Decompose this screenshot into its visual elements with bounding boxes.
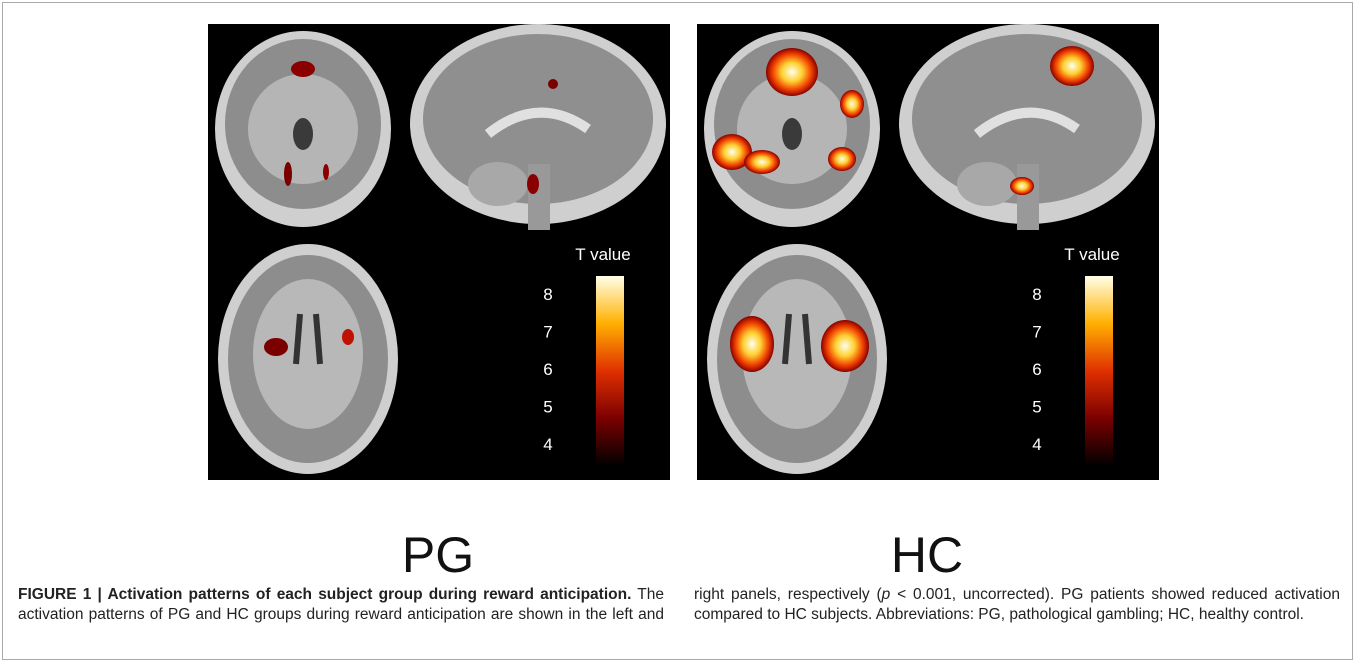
colorbar-tick-label: 6	[1032, 360, 1041, 379]
colorbar-tick-label: 4	[1032, 435, 1041, 454]
panel-label: HC	[891, 527, 963, 580]
colorbar	[596, 276, 624, 466]
colorbar-tick-label: 4	[543, 435, 552, 454]
panel-label: PG	[402, 527, 474, 580]
activation	[291, 61, 315, 77]
brainstem	[528, 164, 550, 230]
page: T value 8 7 6 5 4 PG T value 8 7 6 5 4 HC FIGURE 1 | …	[0, 0, 1355, 662]
figure-caption: FIGURE 1 | Activation patterns of each s…	[18, 585, 1340, 625]
caption-italic: p	[882, 586, 891, 603]
ventricle	[293, 118, 313, 150]
figure: T value 8 7 6 5 4 PG T value 8 7 6 5 4 HC	[0, 0, 1355, 580]
colorbar-tick-label: 7	[543, 323, 552, 342]
activation	[1010, 177, 1034, 195]
colorbar-title: T value	[575, 245, 630, 264]
ventricle	[782, 118, 802, 150]
colorbar-tick-label: 7	[1032, 323, 1041, 342]
cerebellum	[957, 162, 1017, 206]
colorbar-tick-label: 6	[543, 360, 552, 379]
activation	[730, 316, 774, 372]
activation	[744, 150, 780, 174]
colorbar-tick-label: 5	[543, 398, 552, 417]
caption-title: FIGURE 1 | Activation patterns of each s…	[18, 586, 631, 603]
brain-panel: T value 8 7 6 5 4	[697, 24, 1159, 480]
activation	[323, 164, 329, 180]
brainstem	[1017, 164, 1039, 230]
activation	[342, 329, 354, 345]
activation	[1050, 46, 1094, 86]
colorbar	[1085, 276, 1113, 466]
activation	[821, 320, 869, 372]
cerebellum	[468, 162, 528, 206]
activation	[828, 147, 856, 171]
activation	[527, 174, 539, 194]
colorbar-tick-label: 8	[543, 285, 552, 304]
colorbar-title: T value	[1064, 245, 1119, 264]
brain-panel: T value 8 7 6 5 4	[208, 24, 670, 480]
activation	[840, 90, 864, 118]
colorbar-tick-label: 5	[1032, 398, 1041, 417]
activation	[264, 338, 288, 356]
activation	[766, 48, 818, 96]
activation	[548, 79, 558, 89]
colorbar-tick-label: 8	[1032, 285, 1041, 304]
activation	[284, 162, 292, 186]
